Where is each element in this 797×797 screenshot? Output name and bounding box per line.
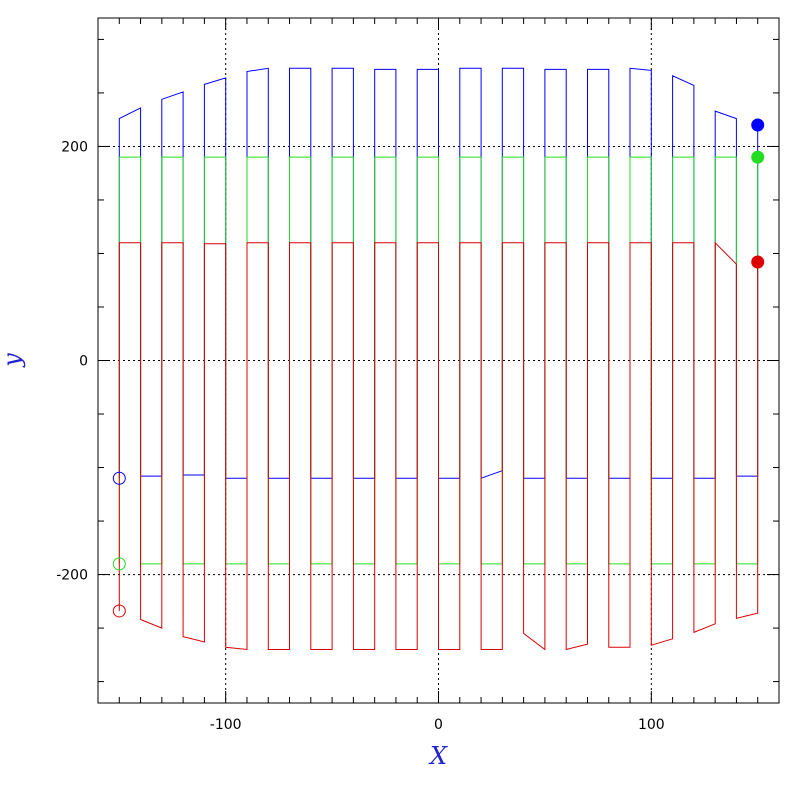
start-point-marker [112, 557, 126, 571]
x-tick-label: 0 [434, 717, 443, 733]
start-point-marker [112, 471, 126, 485]
marker-layer [112, 118, 765, 618]
y-tick-label: -200 [56, 568, 88, 584]
x-tick-label: -100 [210, 717, 242, 733]
x-axis-label: X [428, 742, 448, 770]
start-point-marker [112, 604, 126, 618]
end-point-marker [751, 150, 765, 164]
end-point-marker [751, 255, 765, 269]
y-tick-label: 0 [79, 354, 88, 370]
end-point-marker [751, 118, 765, 132]
series-line-3 [118, 241, 759, 651]
y-axis-label: y [0, 353, 26, 368]
axis-ticks: -100 0 100 -200 0 200 [56, 18, 780, 733]
y-tick-label: 200 [61, 139, 88, 155]
x-tick-label: 100 [638, 717, 665, 733]
series-layer [118, 67, 759, 651]
